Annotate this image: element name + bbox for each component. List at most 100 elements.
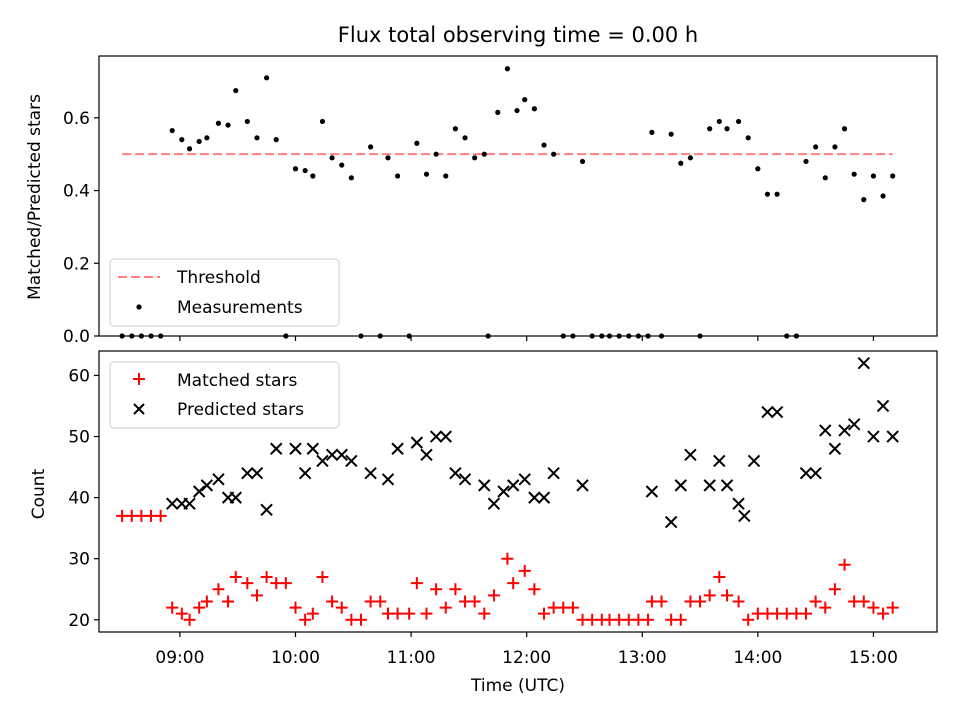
- matched-star-point: [886, 601, 899, 614]
- measurement-point: [423, 171, 430, 177]
- measurement-point: [481, 151, 487, 157]
- matched-star-point: [279, 577, 292, 590]
- predicted-star-point: [289, 442, 302, 455]
- predicted-star-point: [547, 466, 560, 480]
- measurement-point: [310, 173, 316, 179]
- bottom-legend: Matched stars Predicted stars: [109, 361, 340, 429]
- predicted-star-point: [458, 473, 472, 486]
- measurement-point: [462, 135, 468, 141]
- measurement-point: [551, 151, 557, 157]
- matched-star-point: [857, 595, 870, 608]
- measurement-point: [368, 144, 374, 150]
- matched-star-point: [166, 601, 179, 614]
- measurement-point: [339, 162, 345, 168]
- measurement-point: [196, 138, 202, 145]
- bottom-panel: Count Time (UTC) 20 30 40 50 60 09:00 10:00 11…: [29, 350, 938, 696]
- predicted-stars-points: [165, 357, 899, 529]
- bottom-y-tick-label: 40: [68, 489, 90, 509]
- bottom-x-tick-label: 09:00: [155, 648, 204, 668]
- measurement-point: [394, 173, 401, 179]
- measurement-point: [514, 107, 520, 114]
- predicted-star-point: [537, 491, 551, 504]
- measurement-point: [264, 75, 270, 81]
- measurement-point: [522, 97, 528, 103]
- measurement-point: [735, 118, 742, 125]
- matched-star-point: [566, 601, 579, 614]
- predicted-star-point: [270, 442, 283, 455]
- predicted-star-point: [165, 497, 179, 510]
- predicted-star-point: [732, 497, 745, 510]
- matched-star-point: [642, 613, 655, 626]
- measurement-point: [678, 160, 684, 166]
- predicted-star-point: [183, 497, 196, 510]
- measurement-point: [687, 155, 694, 161]
- measurement-point: [329, 155, 335, 161]
- matched-star-point: [507, 577, 520, 590]
- measurement-point: [531, 106, 537, 112]
- measurement-point: [179, 137, 185, 143]
- measurement-point: [890, 173, 896, 179]
- measurement-point: [755, 166, 761, 172]
- matched-star-point: [306, 607, 319, 620]
- predicted-star-point: [212, 473, 225, 486]
- predicted-star-point: [518, 473, 531, 486]
- matched-star-point: [299, 613, 312, 626]
- matched-star-point: [250, 589, 263, 602]
- measurement-point: [233, 87, 239, 94]
- predicted-star-point: [857, 357, 871, 370]
- predicted-star-point: [645, 485, 659, 498]
- matched-star-point: [335, 601, 348, 614]
- legend-label-threshold: Threshold: [176, 268, 261, 288]
- matched-star-point: [655, 595, 668, 608]
- measurement-point: [225, 122, 231, 128]
- predicted-star-point: [316, 454, 329, 468]
- top-chart-title: Flux total observing time = 0.00 h: [338, 23, 698, 47]
- measurement-point: [649, 129, 655, 135]
- predicted-star-point: [576, 479, 589, 492]
- measurement-point: [204, 135, 210, 141]
- bottom-y-axis-label: Count: [29, 468, 49, 519]
- bottom-legend-box: [109, 361, 340, 429]
- predicted-star-point: [381, 473, 395, 486]
- bottom-y-ticks: 20 30 40 50 60: [68, 366, 99, 631]
- predicted-star-point: [345, 454, 358, 468]
- matched-star-point: [538, 607, 551, 620]
- predicted-star-point: [439, 430, 452, 443]
- matched-star-point: [501, 552, 514, 565]
- predicted-star-point: [720, 479, 734, 492]
- legend-label-measurements: Measurements: [177, 298, 303, 318]
- matched-star-point: [410, 577, 423, 590]
- bottom-y-tick-label: 30: [68, 550, 90, 570]
- measurement-point: [822, 175, 828, 181]
- matched-star-point: [193, 601, 206, 614]
- measurement-point: [813, 144, 819, 150]
- matched-star-point: [175, 607, 188, 620]
- matched-star-point: [877, 607, 890, 620]
- matched-star-point: [403, 607, 416, 620]
- matched-star-point: [289, 601, 302, 614]
- matched-star-point: [732, 595, 745, 608]
- predicted-star-point: [809, 466, 822, 480]
- measurement-point: [348, 175, 354, 181]
- predicted-star-point: [684, 448, 697, 462]
- measurement-point: [215, 120, 222, 126]
- matched-star-point: [742, 613, 755, 626]
- matched-star-point: [468, 595, 481, 608]
- bottom-y-tick-label: 50: [68, 428, 90, 448]
- predicted-star-point: [449, 466, 462, 480]
- predicted-star-point: [429, 430, 443, 443]
- bottom-x-tick-label: 11:00: [387, 648, 436, 668]
- predicted-star-point: [192, 485, 206, 498]
- measurement-point: [745, 135, 751, 141]
- measurement-point: [433, 151, 439, 157]
- matched-star-point: [391, 607, 404, 620]
- predicted-star-point: [364, 466, 377, 480]
- matched-star-point: [809, 595, 822, 608]
- matched-star-point: [222, 595, 235, 608]
- predicted-star-point: [847, 418, 861, 431]
- matched-star-point: [241, 577, 254, 590]
- matched-star-point: [326, 595, 339, 608]
- matched-star-point: [420, 607, 433, 620]
- predicted-legend-swatch: [133, 403, 145, 415]
